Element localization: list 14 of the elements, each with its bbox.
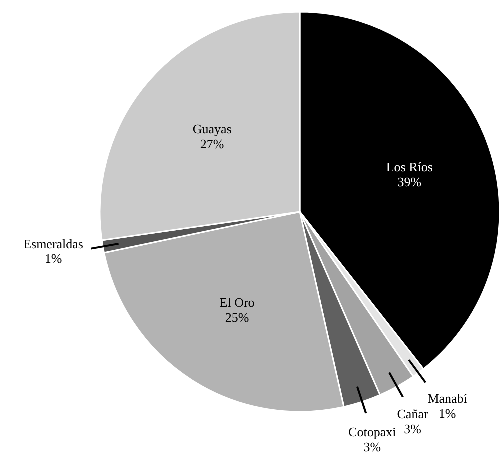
- slice-label: El Oro: [220, 294, 255, 310]
- data-label: 1%: [438, 406, 456, 421]
- slice-label: Guayas: [192, 121, 232, 136]
- data-label: 1%: [44, 251, 62, 266]
- slice-label: Cotopaxi: [348, 424, 397, 440]
- slice-label: Los Ríos: [386, 159, 433, 174]
- slice-label: Cañar: [397, 406, 429, 422]
- slice-label: Manabí: [428, 390, 468, 406]
- data-label: 27%: [200, 136, 224, 152]
- slice-label: Esmeraldas: [24, 236, 84, 252]
- data-label: 39%: [398, 174, 422, 190]
- data-label: 3%: [364, 439, 382, 454]
- data-label: 25%: [225, 310, 250, 325]
- data-label: 3%: [404, 422, 422, 437]
